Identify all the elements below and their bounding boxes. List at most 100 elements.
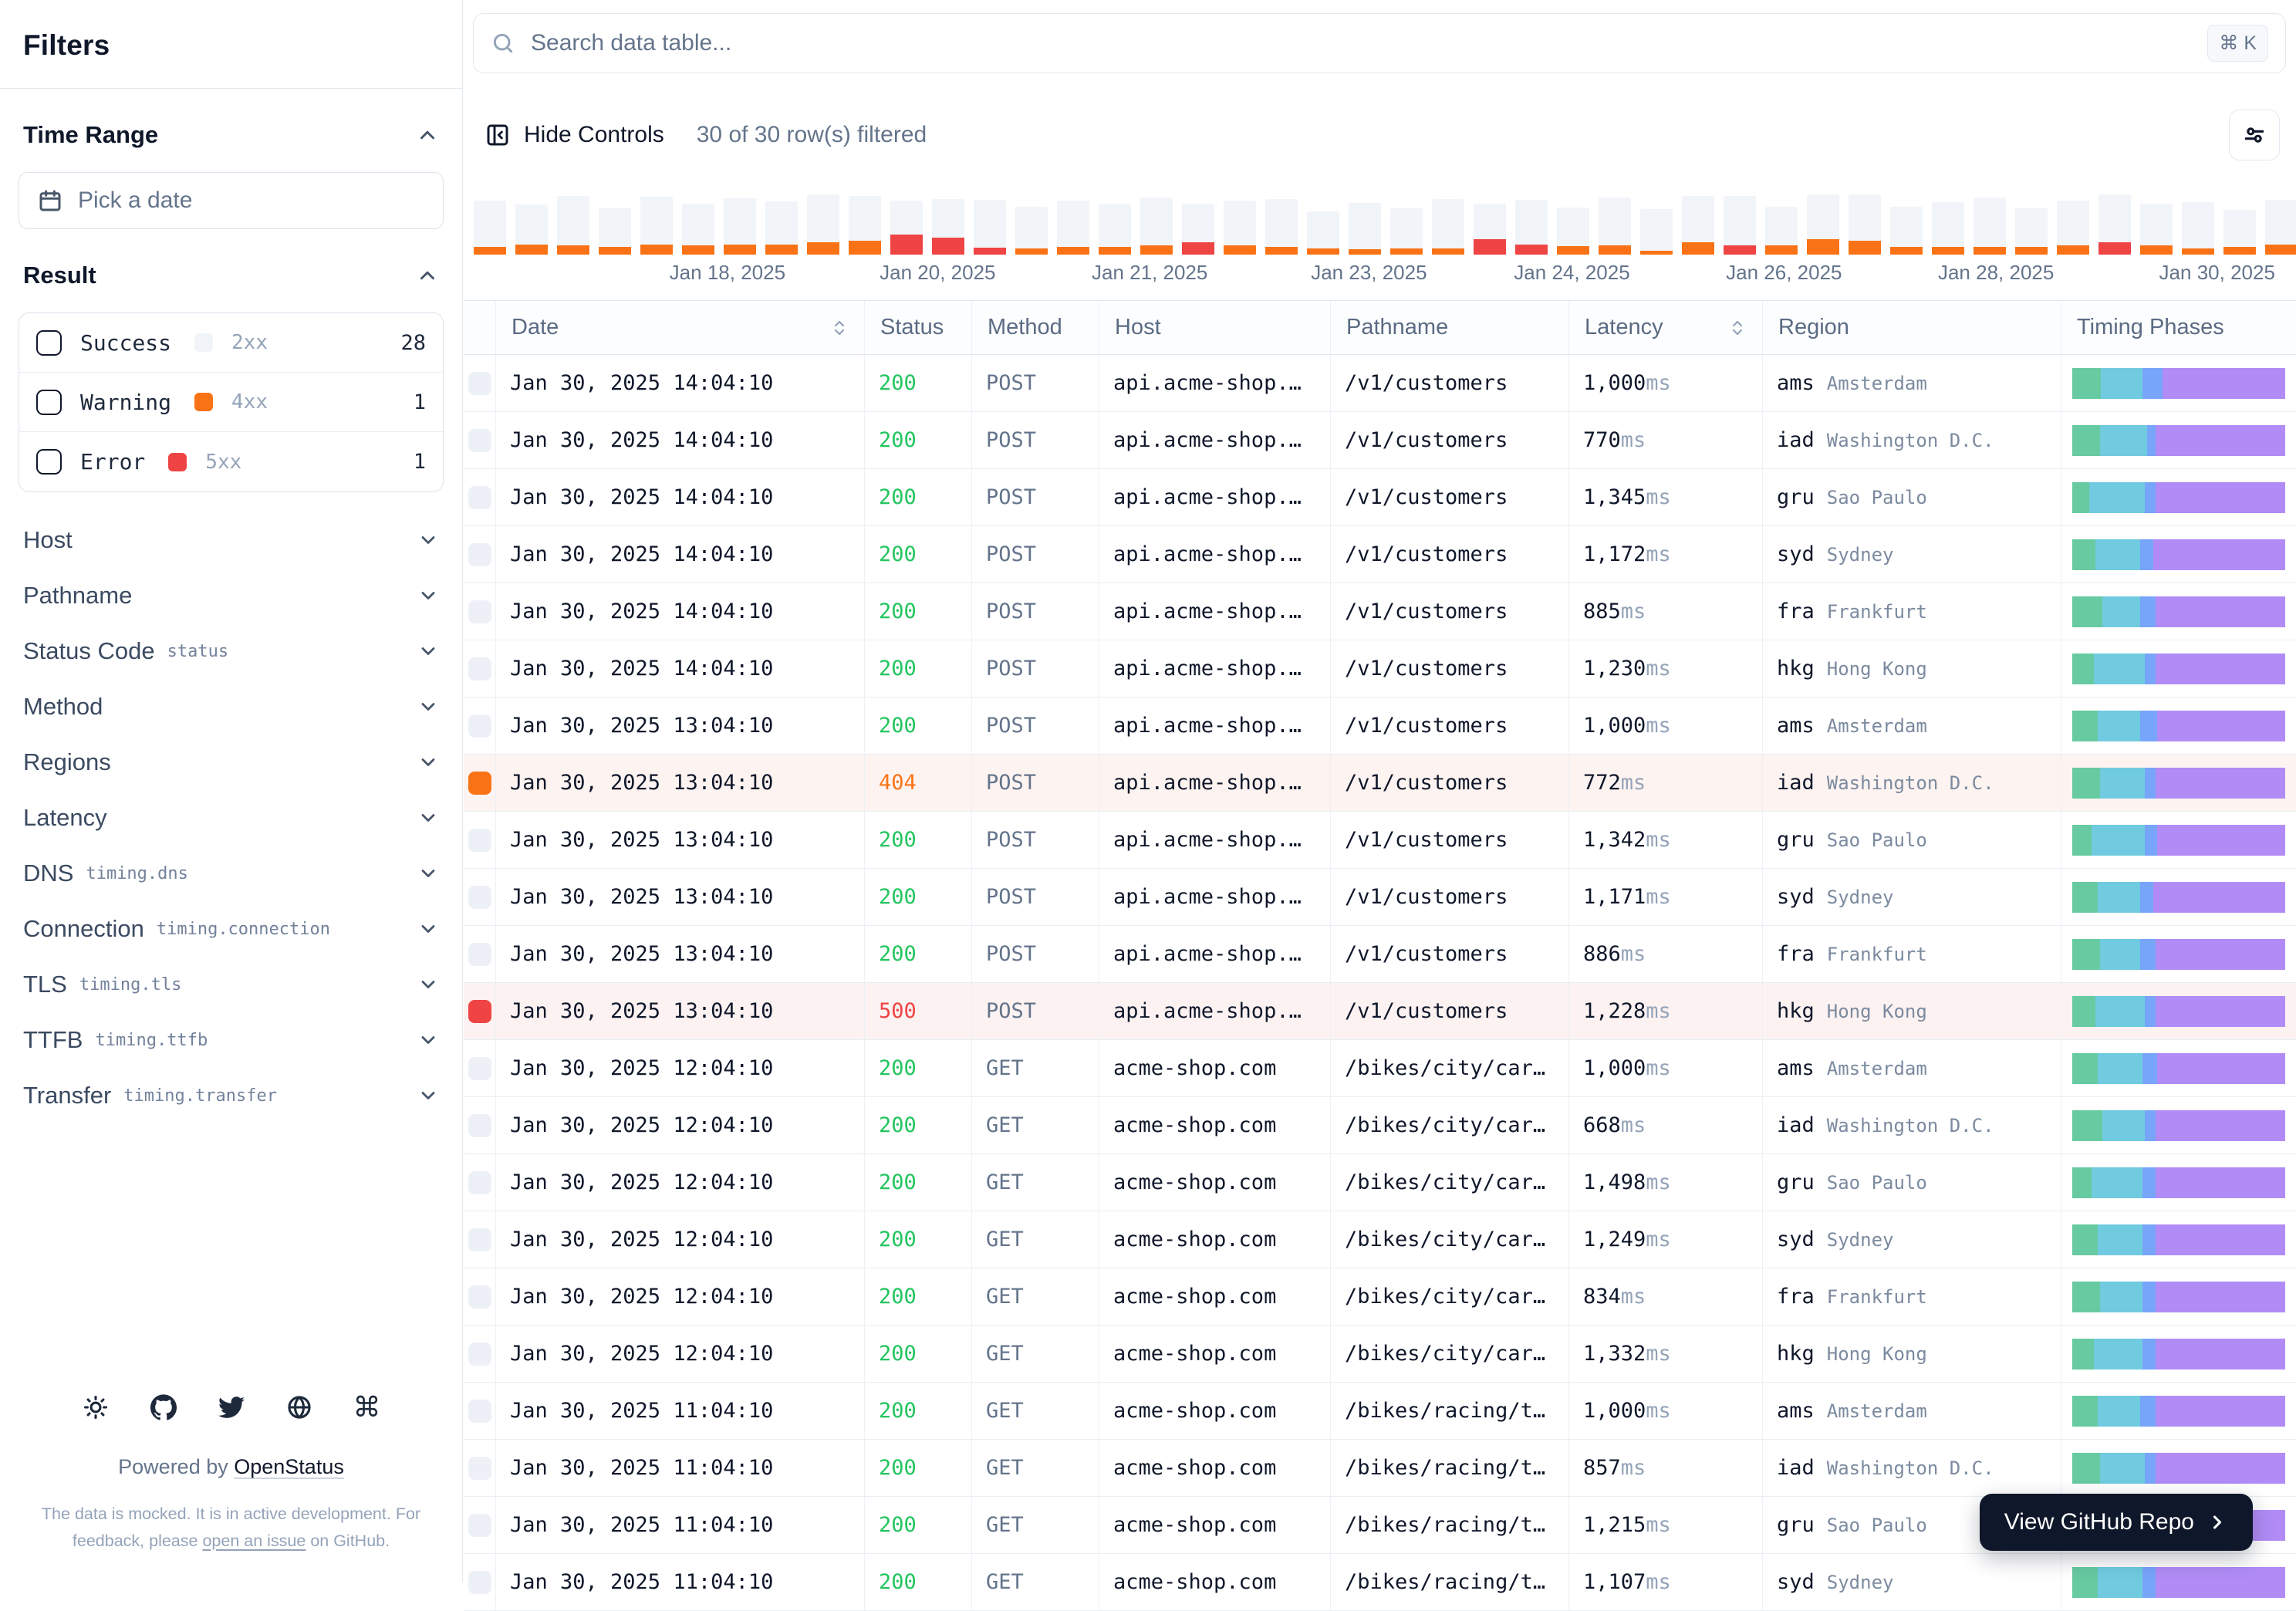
- chart-bar[interactable]: [474, 194, 506, 255]
- chart-bar[interactable]: [1224, 194, 1256, 255]
- globe-icon[interactable]: [285, 1393, 313, 1421]
- chart-bar[interactable]: [932, 194, 964, 255]
- sidebar-item-method[interactable]: Method: [0, 679, 462, 735]
- result-section-header[interactable]: Result: [0, 229, 462, 289]
- chart-bar[interactable]: [1474, 194, 1506, 255]
- chart-bar[interactable]: [1432, 194, 1464, 255]
- chart-bar[interactable]: [1307, 194, 1339, 255]
- col-header-timing-phases[interactable]: Timing Phases: [2061, 301, 2296, 354]
- search-input[interactable]: Search data table... ⌘ K: [473, 13, 2286, 73]
- chart-bar[interactable]: [1140, 194, 1173, 255]
- chart-bar[interactable]: [724, 194, 756, 255]
- view-options-button[interactable]: [2229, 110, 2280, 160]
- checkbox-success[interactable]: [36, 330, 62, 356]
- sidebar-item-regions[interactable]: Regions: [0, 735, 462, 790]
- chart-bar[interactable]: [1349, 194, 1381, 255]
- chart-bar[interactable]: [1515, 194, 1548, 255]
- time-range-section-header[interactable]: Time Range: [0, 89, 462, 149]
- chart-bar[interactable]: [2140, 194, 2173, 255]
- sidebar-item-pathname[interactable]: Pathname: [0, 568, 462, 623]
- sidebar-item-host[interactable]: Host: [0, 512, 462, 568]
- chart-bar[interactable]: [807, 194, 839, 255]
- chart-bar[interactable]: [2015, 194, 2048, 255]
- chart-bar[interactable]: [1724, 194, 1756, 255]
- chart-bar[interactable]: [1557, 194, 1589, 255]
- chart-bar[interactable]: [515, 194, 548, 255]
- chart-bar[interactable]: [1974, 194, 2006, 255]
- chart-bar[interactable]: [640, 194, 673, 255]
- chart-bar[interactable]: [599, 194, 631, 255]
- hide-controls-button[interactable]: Hide Controls: [485, 122, 664, 148]
- chart-bar[interactable]: [1057, 194, 1089, 255]
- chart-bar[interactable]: [1390, 194, 1423, 255]
- chart-bar[interactable]: [1182, 194, 1214, 255]
- chart-bar[interactable]: [1015, 194, 1048, 255]
- chart-bar[interactable]: [974, 194, 1006, 255]
- chart-bar[interactable]: [1807, 194, 1839, 255]
- chart-bar[interactable]: [557, 194, 589, 255]
- chart-bar[interactable]: [1849, 194, 1881, 255]
- col-header-method[interactable]: Method: [972, 301, 1099, 354]
- chart-bar[interactable]: [1932, 194, 1964, 255]
- chart-bar[interactable]: [2057, 194, 2089, 255]
- col-header-latency[interactable]: Latency: [1569, 301, 1763, 354]
- date-picker-input[interactable]: Pick a date: [19, 172, 444, 229]
- github-icon[interactable]: [150, 1393, 177, 1421]
- col-header-status[interactable]: Status: [865, 301, 972, 354]
- sidebar-item-latency[interactable]: Latency: [0, 790, 462, 846]
- chart-bar[interactable]: [682, 194, 714, 255]
- chart-bar[interactable]: [1890, 194, 1923, 255]
- chart-bar[interactable]: [2098, 194, 2131, 255]
- chart-bar[interactable]: [1599, 194, 1631, 255]
- chart-bar[interactable]: [849, 194, 881, 255]
- col-header-host[interactable]: Host: [1099, 301, 1331, 354]
- chart-bar[interactable]: [2182, 194, 2214, 255]
- chart-bar[interactable]: [2265, 194, 2296, 255]
- col-header-region[interactable]: Region: [1763, 301, 2061, 354]
- col-header-date[interactable]: Date: [496, 301, 865, 354]
- chart-bar[interactable]: [765, 194, 798, 255]
- chart-bar[interactable]: [1682, 194, 1714, 255]
- theme-toggle-sun-icon[interactable]: [82, 1393, 110, 1421]
- checkbox-warning[interactable]: [36, 390, 62, 415]
- chart-bar[interactable]: [1765, 194, 1798, 255]
- chart-bar[interactable]: [890, 194, 923, 255]
- twitter-icon[interactable]: [218, 1393, 245, 1421]
- chart-bar[interactable]: [1099, 194, 1131, 255]
- command-icon[interactable]: ⌘: [353, 1393, 381, 1421]
- chart-bar[interactable]: [2223, 194, 2256, 255]
- view-github-repo-button[interactable]: View GitHub Repo: [1980, 1494, 2253, 1551]
- open-issue-link[interactable]: open an issue: [202, 1532, 306, 1550]
- chart-bar[interactable]: [1265, 194, 1298, 255]
